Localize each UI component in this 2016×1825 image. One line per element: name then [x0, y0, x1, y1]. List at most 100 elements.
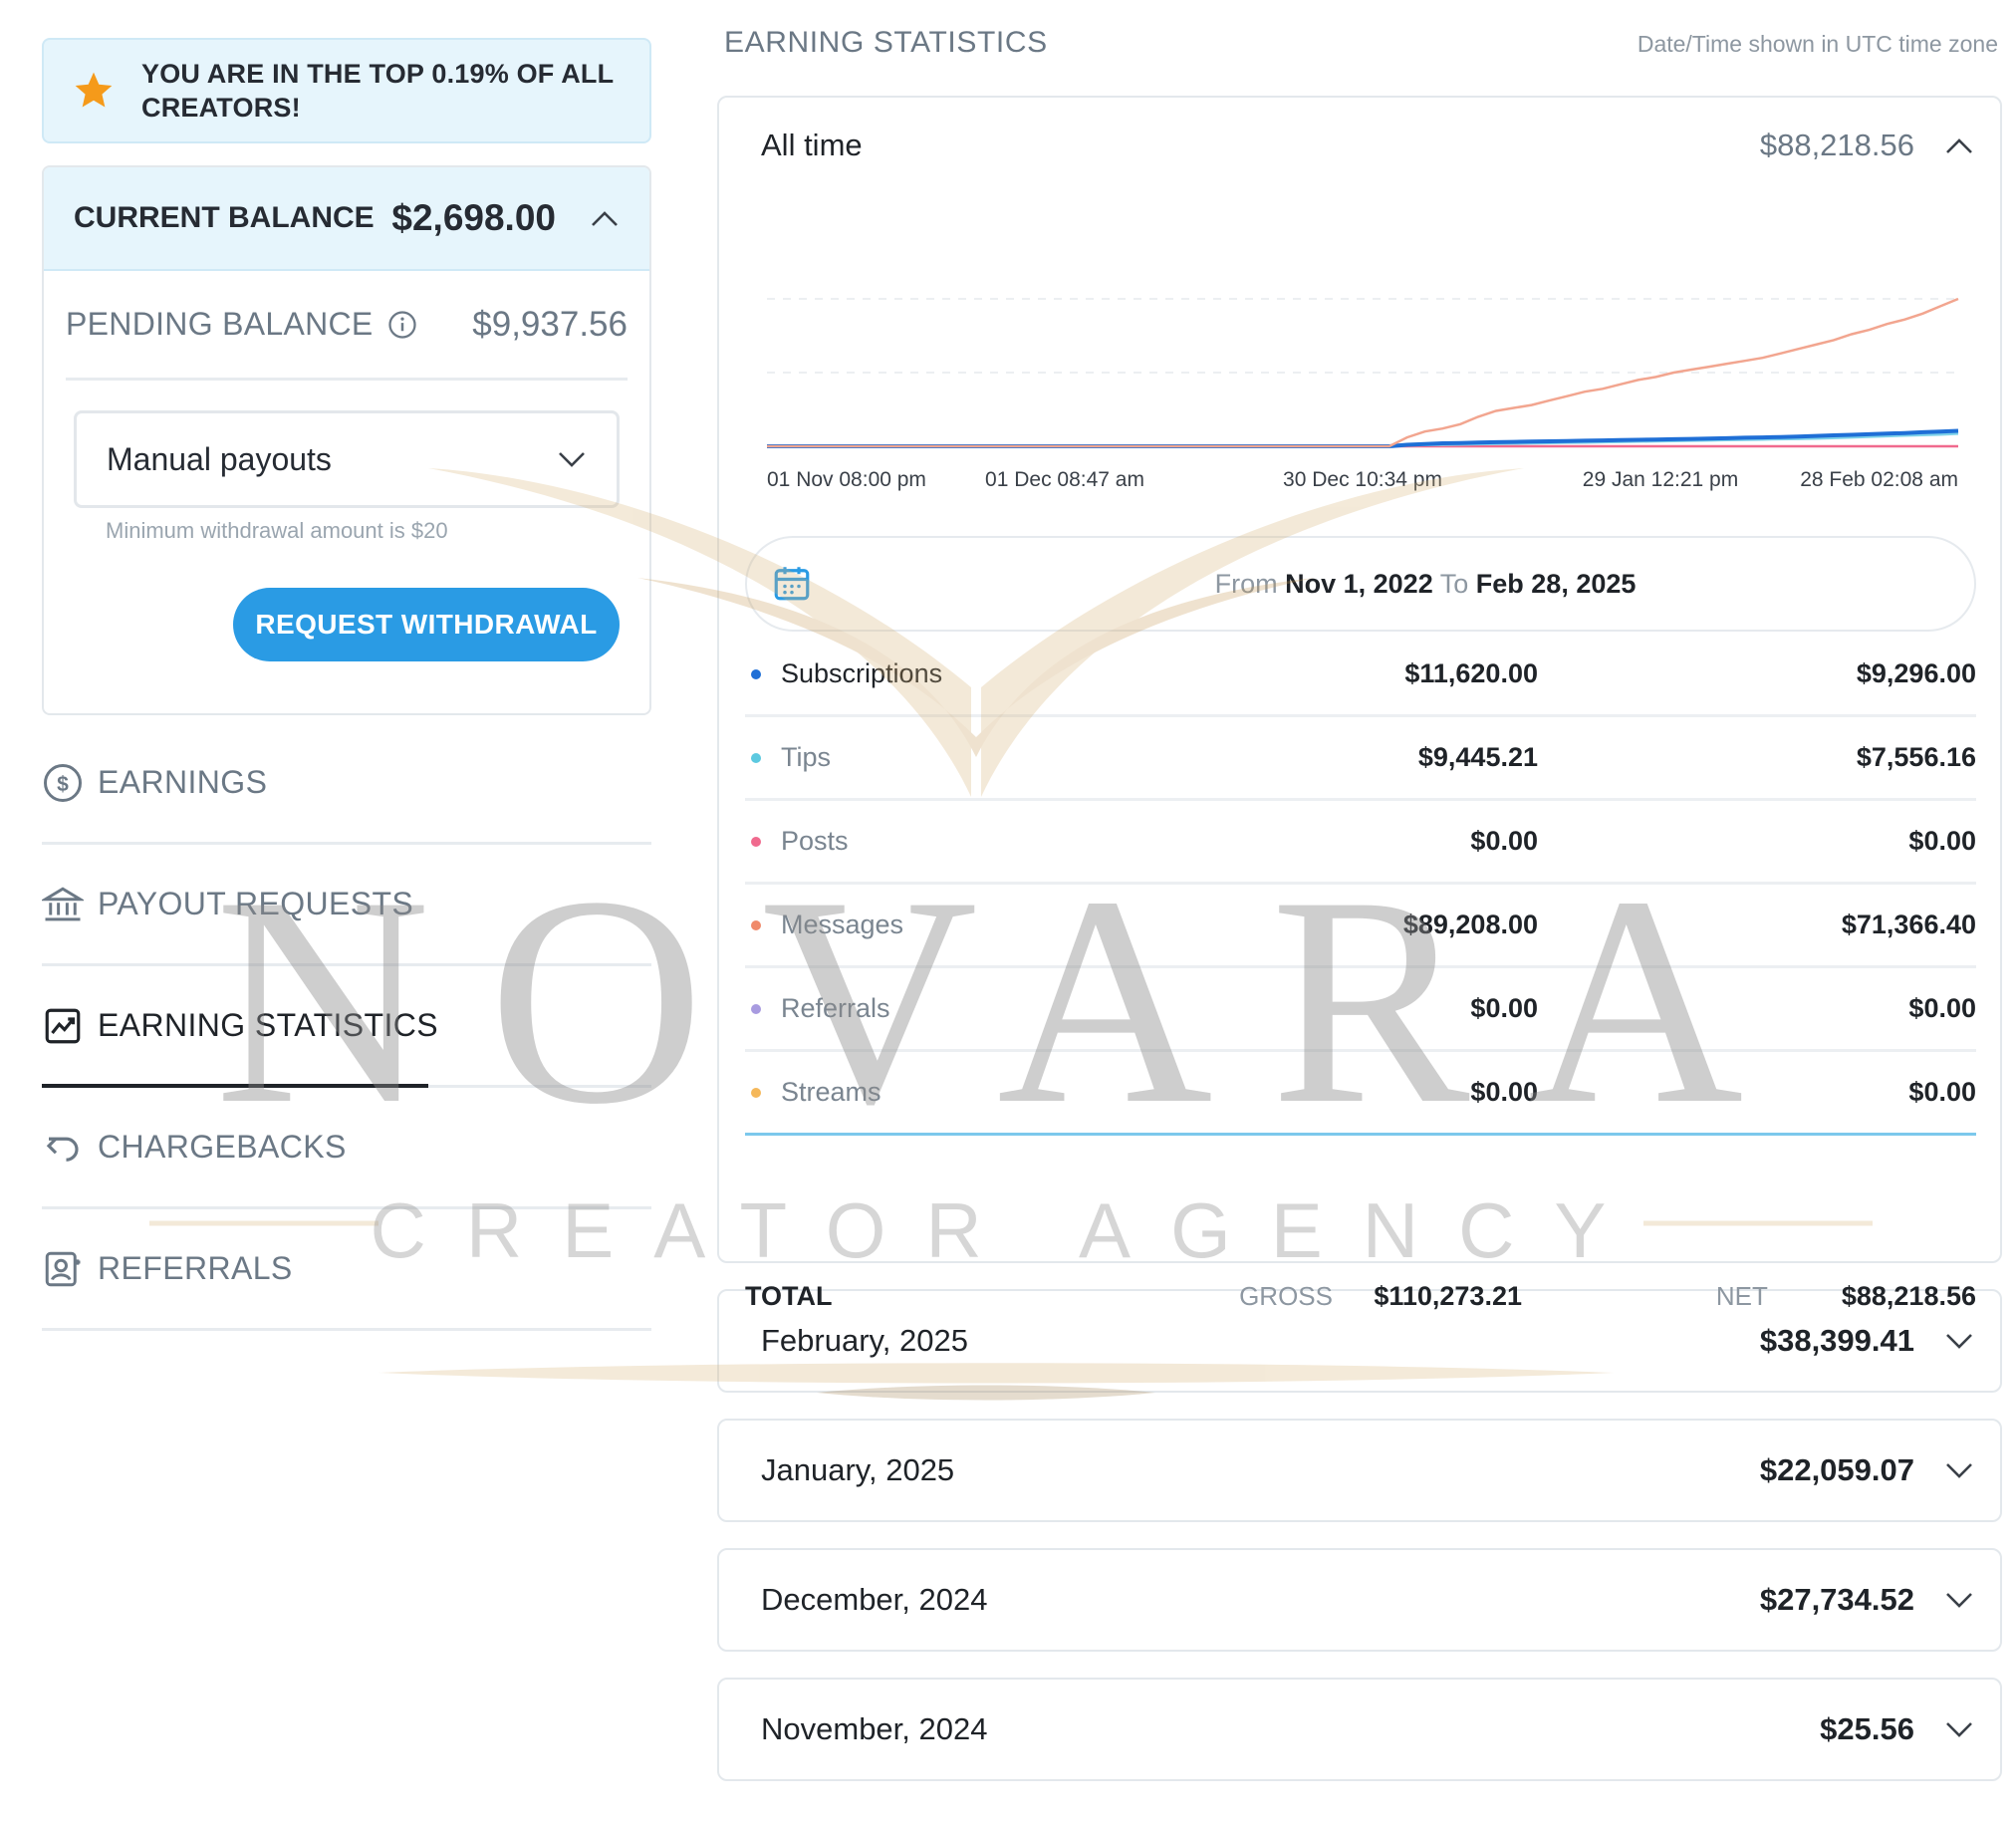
nav-label: CHARGEBACKS: [98, 1129, 347, 1165]
nav-label: EARNINGS: [98, 764, 268, 800]
row-name: Referrals: [781, 993, 890, 1023]
top-creator-text: YOU ARE IN THE TOP 0.19% OF ALL CREATORS…: [141, 57, 614, 125]
nav-label: REFERRALS: [98, 1250, 293, 1286]
month-label: December, 2024: [761, 1582, 988, 1617]
month-total: $25.56: [1820, 1711, 1914, 1746]
row-name: Subscriptions: [781, 658, 943, 688]
from-label: From: [1214, 568, 1278, 599]
current-balance-label: CURRENT BALANCE: [74, 201, 375, 234]
nav-item-earnings[interactable]: $ EARNINGS: [42, 723, 651, 845]
breakdown-row-subscriptions: Subscriptions $11,620.00 $9,296.00: [745, 634, 1976, 717]
referral-icon: [45, 1251, 81, 1286]
x-tick-label: 30 Dec 10:34 pm: [1283, 468, 1442, 491]
row-gross: $0.00: [1470, 826, 1538, 856]
breakdown-row-posts: Posts $0.00 $0.00: [745, 801, 1976, 885]
pending-balance-value: $9,937.56: [472, 304, 628, 344]
chevron-down-icon[interactable]: [1944, 1590, 1974, 1610]
payout-mode-select[interactable]: Manual payouts: [74, 410, 620, 508]
svg-text:$: $: [57, 772, 69, 795]
series-dot: [751, 1087, 761, 1098]
totals-row: TOTAL GROSS $110,273.21 NET $88,218.56: [745, 1263, 1976, 1329]
nav-item-earning-statistics[interactable]: EARNING STATISTICS: [42, 966, 651, 1088]
month-label: January, 2025: [761, 1452, 955, 1487]
row-gross: $89,208.00: [1402, 910, 1538, 939]
breakdown-row-tips: Tips $9,445.21 $7,556.16: [745, 717, 1976, 801]
breakdown-row-streams: Streams $0.00 $0.00: [745, 1052, 1976, 1136]
row-net: $7,556.16: [1856, 742, 1976, 772]
page-title: EARNING STATISTICS: [724, 26, 1048, 59]
row-net: $9,296.00: [1856, 658, 1976, 688]
x-tick-label: 01 Dec 08:47 am: [985, 468, 1144, 491]
bank-icon: [42, 887, 84, 920]
gross-total: $110,273.21: [1374, 1280, 1522, 1311]
row-name: Posts: [781, 826, 849, 856]
series-dot: [751, 1003, 761, 1014]
current-balance-header[interactable]: CURRENT BALANCE $2,698.00: [44, 167, 649, 271]
date-range-picker[interactable]: From Nov 1, 2022 To Feb 28, 2025: [745, 536, 1976, 632]
series-line-subscriptions: [767, 428, 1959, 448]
row-gross: $11,620.00: [1404, 658, 1538, 688]
min-withdrawal-note: Minimum withdrawal amount is $20: [106, 518, 448, 543]
chart-grid: [767, 298, 1958, 447]
row-gross: $0.00: [1470, 1077, 1538, 1107]
payout-mode-value: Manual payouts: [107, 440, 332, 477]
chevron-down-icon[interactable]: [1944, 1331, 1974, 1351]
month-total: $38,399.41: [1759, 1323, 1914, 1358]
pending-balance-row: PENDING BALANCE $9,937.56: [66, 271, 628, 381]
chevron-up-icon[interactable]: [590, 208, 620, 228]
nav-item-referrals[interactable]: REFERRALS: [42, 1209, 651, 1331]
row-net: $0.00: [1908, 993, 1976, 1023]
breakdown-row-messages: Messages $89,208.00 $71,366.40: [745, 885, 1976, 968]
nav-label: EARNING STATISTICS: [98, 1007, 439, 1043]
top-creator-banner: YOU ARE IN THE TOP 0.19% OF ALL CREATORS…: [42, 38, 651, 143]
series-dot: [751, 836, 761, 847]
chevron-down-icon[interactable]: [1944, 1460, 1974, 1480]
chart-icon: [45, 1008, 81, 1043]
banner-line-2: CREATORS!: [141, 93, 301, 123]
month-label: November, 2024: [761, 1711, 988, 1746]
period-total: $88,218.56: [1759, 128, 1914, 162]
month-card-feb-2025[interactable]: February, 2025 $38,399.41: [717, 1289, 2002, 1393]
month-card-jan-2025[interactable]: January, 2025 $22,059.07: [717, 1419, 2002, 1522]
month-total: $27,734.52: [1759, 1582, 1914, 1617]
month-card-nov-2024[interactable]: November, 2024 $25.56: [717, 1678, 2002, 1781]
row-net: $0.00: [1908, 826, 1976, 856]
nav-label: PAYOUT REQUESTS: [98, 886, 414, 921]
row-net: $71,366.40: [1841, 910, 1976, 939]
chart-x-axis: 01 Nov 08:00 pm 01 Dec 08:47 am 30 Dec 10:…: [767, 468, 1958, 491]
series-dot: [751, 919, 761, 930]
request-withdrawal-button[interactable]: REQUEST WITHDRAWAL: [233, 588, 620, 661]
total-label: TOTAL: [745, 1280, 833, 1311]
undo-icon: [46, 1137, 79, 1162]
date-range-text: From Nov 1, 2022 To Feb 28, 2025: [747, 569, 1974, 600]
month-total: $22,059.07: [1759, 1452, 1914, 1487]
all-time-card: All time $88,218.56 01 Nov 08:00 pm 01 De…: [717, 96, 2002, 1311]
current-balance-value: $2,698.00: [391, 197, 556, 238]
all-time-header[interactable]: All time $88,218.56: [719, 98, 2000, 193]
nav-item-chargebacks[interactable]: CHARGEBACKS: [42, 1088, 651, 1209]
pending-balance-label: PENDING BALANCE: [66, 306, 374, 342]
balance-card: CURRENT BALANCE $2,698.00 PENDING BALANC…: [42, 165, 651, 715]
calendar-icon[interactable]: [771, 562, 813, 604]
x-tick-label: 01 Nov 08:00 pm: [767, 468, 926, 491]
series-dot: [751, 668, 761, 679]
earnings-breakdown: Subscriptions $11,620.00 $9,296.00 Tips …: [745, 634, 1976, 1136]
row-name: Streams: [781, 1077, 882, 1107]
chart-series: [767, 297, 1959, 448]
nav-item-payout-requests[interactable]: PAYOUT REQUESTS: [42, 845, 651, 966]
statistics-header: EARNING STATISTICS Date/Time shown in UT…: [717, 26, 2002, 66]
net-total: $88,218.56: [1841, 1280, 1976, 1311]
star-icon: [75, 72, 113, 108]
to-date: Feb 28, 2025: [1475, 568, 1637, 599]
net-label: NET: [1715, 1280, 1768, 1311]
chevron-down-icon[interactable]: [1944, 1719, 1974, 1739]
x-tick-label: 28 Feb 02:08 am: [1800, 468, 1958, 491]
row-gross: $0.00: [1470, 993, 1538, 1023]
chevron-down-icon: [559, 452, 585, 467]
month-card-dec-2024[interactable]: December, 2024 $27,734.52: [717, 1548, 2002, 1652]
info-icon[interactable]: [387, 310, 417, 340]
statistics-panel: EARNING STATISTICS Date/Time shown in UT…: [717, 26, 2002, 1781]
chevron-up-icon[interactable]: [1944, 135, 1974, 155]
series-dot: [751, 752, 761, 763]
breakdown-row-referrals: Referrals $0.00 $0.00: [745, 968, 1976, 1052]
